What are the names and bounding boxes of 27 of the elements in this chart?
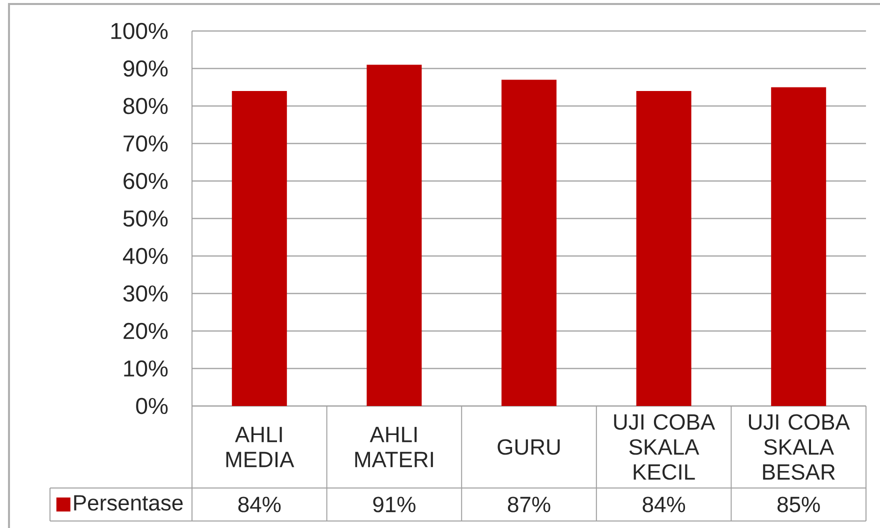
bar: [771, 87, 826, 406]
y-tick-label: 20%: [124, 322, 168, 340]
y-tick-label: 10%: [124, 360, 168, 377]
legend-label: Persentase: [74, 495, 183, 511]
y-tick-label: 40%: [122, 248, 168, 264]
y-tick-label: 80%: [123, 98, 168, 114]
y-tick-label: 30%: [123, 285, 168, 302]
data-label: 91%: [373, 496, 416, 512]
data-label: 84%: [238, 496, 281, 512]
bar: [502, 80, 556, 406]
x-tick-label: UJI COBA SKALA KECIL: [614, 414, 716, 480]
x-tick-label: GURU: [498, 439, 560, 455]
x-tick-label: AHLI MATERI: [355, 426, 433, 468]
bar: [636, 90, 692, 406]
y-tick-label: 90%: [124, 60, 168, 77]
y-tick-label: 50%: [123, 210, 168, 227]
y-tick-label: 70%: [124, 135, 168, 152]
y-tick-label: 0%: [136, 398, 168, 414]
bar: [232, 90, 287, 406]
y-tick-label: 100%: [111, 22, 168, 40]
bar: [366, 64, 422, 406]
data-label: 87%: [508, 496, 550, 512]
x-tick-label: AHLI MEDIA: [226, 426, 294, 468]
data-label: 84%: [642, 496, 686, 512]
data-label: 85%: [778, 496, 820, 512]
x-tick-label: UJI COBA SKALA BESAR: [748, 414, 850, 480]
y-tick-label: 60%: [124, 172, 168, 190]
